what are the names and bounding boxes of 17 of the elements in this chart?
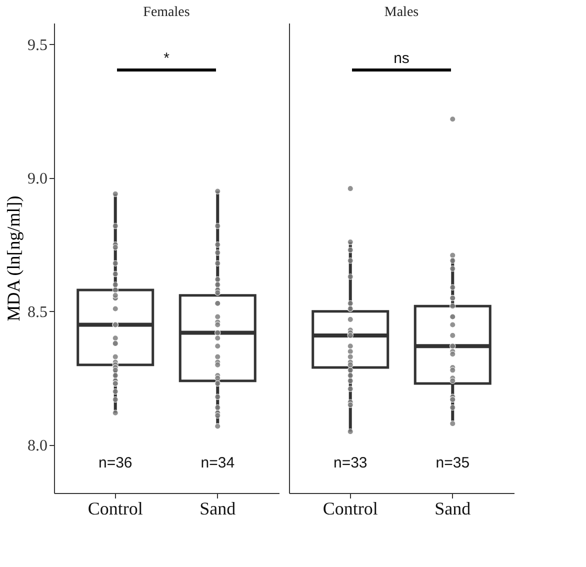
x-tick-label: Sand [200,498,236,518]
annotation: n=33 [333,454,368,472]
annotation: n=35 [436,454,470,472]
x-tick-label: Control [322,498,378,518]
y-tick-label: 9.0 [28,170,48,188]
y-axis-title: MDA (ln[ng/ml]) [4,196,24,322]
annotation: n=36 [98,454,132,472]
chart-title: Females [143,5,190,20]
y-tick-label: 9.5 [28,36,48,54]
x-tick-label: Sand [434,498,471,518]
x-tick-label: Control [88,498,143,518]
chart-title: Males [384,5,419,20]
annotation: ns [394,50,410,67]
y-tick-label: 8.0 [28,437,48,454]
annotation: n=34 [200,454,235,472]
y-tick-label: 8.5 [28,304,48,321]
annotation: * [164,50,170,67]
